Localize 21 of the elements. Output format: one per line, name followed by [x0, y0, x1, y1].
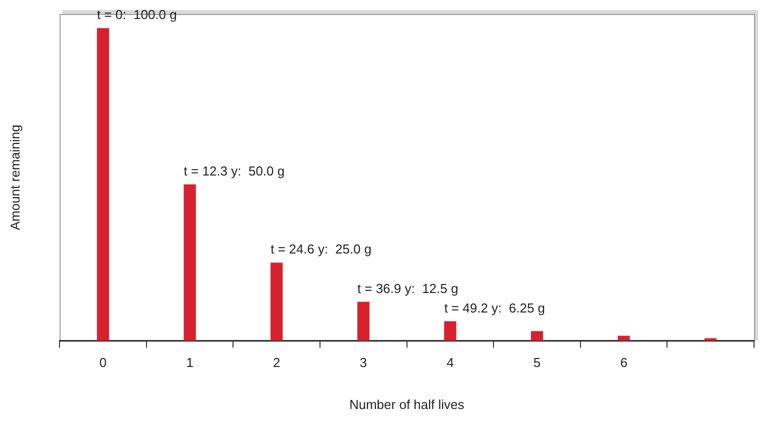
x-tick-label: 3: [360, 355, 368, 370]
annotation: t = 0: 100.0 g: [97, 7, 177, 22]
bar: [357, 302, 370, 341]
x-tick-label: 4: [446, 355, 454, 370]
x-tick-label: 6: [620, 355, 628, 370]
annotation: t = 24.6 y: 25.0 g: [270, 242, 372, 257]
bar: [618, 336, 630, 341]
x-axis-title: Number of half lives: [349, 396, 465, 412]
bar: [184, 184, 196, 341]
bar: [530, 331, 544, 341]
bar: [444, 321, 456, 341]
annotation: t = 49.2 y: 6.25 g: [444, 300, 546, 316]
bar: [270, 262, 283, 341]
annotation: t = 12.3 y: 50.0 g: [184, 164, 285, 179]
annotation: t = 36.9 y: 12.5 g: [357, 280, 458, 296]
y-axis-title: Amount remaining: [7, 124, 22, 230]
x-tick-label: 1: [186, 355, 194, 370]
x-tick-label: 5: [533, 355, 541, 370]
x-tick-label: 2: [272, 355, 280, 370]
bar: [96, 28, 110, 341]
x-tick-label: 0: [99, 355, 107, 370]
